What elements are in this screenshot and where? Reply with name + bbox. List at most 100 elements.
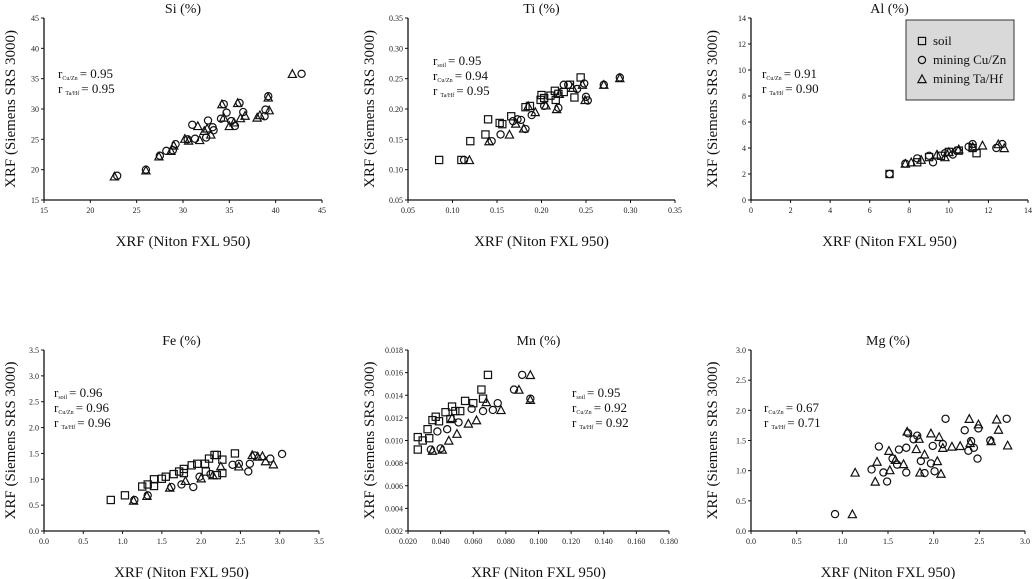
square-data-point [143, 480, 152, 489]
triangle-data-point [254, 109, 266, 120]
y-axis-label: XRF (Siemens SRS 3000) [3, 30, 19, 188]
correlation-annotation: rCu/Zn = 0.92 [572, 400, 627, 416]
x-tick-label: 35 [225, 206, 233, 215]
x-tick-label: 1.5 [157, 537, 167, 546]
triangle-data-point [153, 150, 165, 161]
x-tick-label: 0.160 [627, 537, 645, 546]
x-tick-label: 0.0 [746, 537, 756, 546]
x-tick-label: 0.25 [579, 206, 593, 215]
triangle-data-point [977, 140, 988, 150]
circle-data-point [930, 467, 939, 476]
triangle-data-point [567, 82, 578, 92]
correlation-annotation: r Ta/Hf = 0.96 [54, 415, 111, 431]
correlation-subscript: soil [576, 395, 585, 401]
circle-data-point [973, 454, 982, 463]
triangle-data-point [471, 414, 482, 425]
square-data-point [441, 408, 450, 417]
x-tick-label: 1.0 [118, 537, 128, 546]
correlation-symbol: r [54, 400, 59, 415]
triangle-data-point [525, 394, 536, 404]
y-tick-label: 0.30 [389, 44, 403, 53]
x-tick-label: 2.5 [235, 537, 245, 546]
x-tick-label: 0.020 [399, 537, 417, 546]
y-tick-label: 15 [31, 196, 39, 205]
correlation-value: = 0.67 [786, 400, 820, 415]
circle-data-point [941, 414, 950, 423]
scatter-panel-mn: Mn (%) 0.020 0.040 0.060 0.080 0.100 0.120 0.14… [362, 334, 678, 579]
correlation-subscript: Cu/Zn [58, 410, 73, 416]
correlation-value: = 0.95 [456, 83, 489, 98]
correlation-subscript: Ta/Hf [769, 90, 783, 97]
circle-data-point [216, 114, 226, 123]
triangle-data-point [233, 460, 244, 471]
circle-data-point [559, 80, 568, 89]
y-tick-label: 1.0 [736, 467, 746, 476]
correlation-value: = 0.95 [448, 53, 481, 68]
triangle-data-point [446, 412, 458, 423]
x-tick-label: 10 [945, 206, 953, 215]
square-data-point [466, 136, 475, 146]
y-tick-label: 3.0 [29, 372, 39, 381]
x-tick-label: 25 [133, 206, 141, 215]
triangle-data-point [128, 495, 139, 505]
triangle-data-point [218, 112, 229, 122]
series-mining-ta-hf [128, 449, 279, 505]
correlation-symbol: r [54, 415, 59, 430]
x-tick-label: 0.180 [660, 537, 678, 546]
correlation-symbol: r [764, 415, 769, 430]
square-data-point [477, 385, 486, 394]
circle-data-point [924, 151, 934, 160]
correlation-symbol: r [572, 400, 577, 415]
y-tick-label: 0.0 [736, 527, 746, 536]
triangle-data-point [207, 469, 219, 480]
triangle-data-point [946, 441, 958, 451]
correlation-value: = 0.91 [784, 66, 817, 81]
circle-data-point [902, 468, 911, 477]
circle-data-point [488, 405, 498, 415]
circle-data-point [467, 404, 476, 414]
circle-data-point [297, 69, 306, 79]
correlation-symbol: r [762, 81, 767, 96]
square-data-point [539, 93, 549, 103]
y-tick-label: 3.0 [736, 346, 746, 355]
correlation-value: = 0.92 [594, 400, 627, 415]
triangle-data-point [965, 437, 976, 448]
correlation-symbol: r [433, 53, 438, 68]
circle-data-point [245, 459, 255, 468]
triangle-data-point [463, 418, 474, 428]
square-data-point [446, 414, 455, 424]
circle-data-point [493, 398, 502, 408]
triangle-data-point [884, 464, 895, 475]
chart-title: Al (%) [870, 2, 909, 17]
correlation-value: = 0.90 [785, 81, 818, 96]
scatter-panel-mg: Mg (%) 0.0 0.5 1.0 1.5 2.0 2.5 3.0 0.0 0.5 1.0 1.5 2… [705, 334, 1030, 579]
correlation-subscript: Cu/Zn [576, 410, 591, 416]
y-tick-label: 14 [738, 14, 746, 23]
triangle-data-point [481, 396, 492, 407]
circle-data-point [885, 169, 894, 179]
circle-data-point [969, 443, 979, 452]
correlation-annotation: rCu/Zn = 0.91 [762, 66, 817, 82]
series-soil [106, 449, 240, 505]
circle-data-point [960, 426, 969, 435]
triangle-data-point [164, 482, 175, 492]
x-tick-label: 30 [179, 206, 187, 215]
triangle-data-point [900, 158, 911, 168]
circle-data-point [433, 427, 442, 436]
x-tick-label: 3.5 [314, 537, 324, 546]
triangle-data-point [955, 440, 966, 451]
square-data-point [149, 475, 159, 484]
x-tick-label: 0.35 [668, 206, 682, 215]
circle-data-point [894, 445, 904, 454]
circle-data-point [830, 509, 840, 519]
y-tick-label: 0.010 [385, 437, 403, 446]
x-tick-label: 45 [318, 206, 326, 215]
square-data-point [481, 130, 490, 139]
triangle-data-point [141, 490, 153, 501]
triangle-data-point [850, 467, 861, 477]
triangle-data-point [913, 433, 925, 443]
chart-title: Fe (%) [162, 334, 201, 349]
correlation-symbol: r [572, 385, 577, 400]
square-data-point [457, 155, 466, 165]
